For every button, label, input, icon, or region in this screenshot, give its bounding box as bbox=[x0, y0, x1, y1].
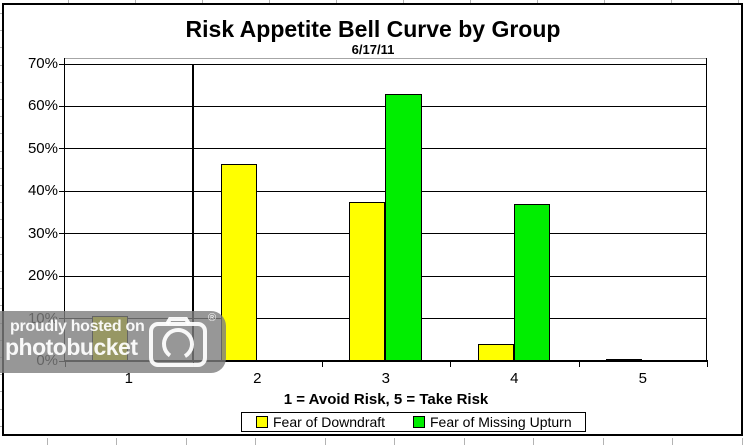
y-axis-tick bbox=[59, 275, 65, 277]
y-axis-label: 40% bbox=[27, 182, 58, 200]
y-axis-label: 60% bbox=[27, 97, 58, 115]
legend-swatch-fear-of-missing-upturn bbox=[413, 416, 425, 428]
sheet-cell-tick bbox=[672, 438, 673, 445]
sheet-cell-tick bbox=[135, 0, 136, 3]
sheet-cell-tick bbox=[0, 202, 2, 204]
y-axis-tick bbox=[59, 105, 65, 107]
x-axis-tick bbox=[707, 361, 708, 367]
gridline bbox=[65, 63, 707, 65]
bar-fear-of-missing-upturn-cat3 bbox=[385, 93, 422, 361]
legend-label-fear-of-missing-upturn: Fear of Missing Upturn bbox=[430, 414, 572, 430]
sheet-cell-tick bbox=[0, 47, 2, 49]
x-category-label: 4 bbox=[510, 370, 519, 387]
watermark-text-line2: photobucket bbox=[5, 334, 138, 360]
x-axis-line bbox=[64, 360, 708, 362]
sheet-cell-tick bbox=[46, 438, 48, 445]
y-axis-line bbox=[64, 58, 65, 361]
sheet-cell-tick bbox=[602, 438, 604, 445]
y-axis-label: 70% bbox=[27, 55, 58, 72]
sheet-cell-tick bbox=[0, 236, 2, 238]
sheet-cell-tick bbox=[336, 0, 337, 3]
sheet-cell-tick bbox=[403, 0, 404, 3]
x-axis-title: 1 = Avoid Risk, 5 = Take Risk bbox=[283, 391, 489, 408]
sheet-cell-tick bbox=[463, 438, 465, 445]
legend-label-fear-of-downdraft: Fear of Downdraft bbox=[273, 414, 386, 430]
sheet-cell-tick bbox=[741, 438, 743, 445]
sheet-cell-tick bbox=[255, 438, 256, 445]
sheet-cell-tick bbox=[185, 438, 187, 445]
sheet-cell-tick bbox=[0, 408, 2, 410]
sheet-cell-tick bbox=[0, 64, 2, 66]
x-category-label: 5 bbox=[638, 370, 647, 387]
sheet-cell-tick bbox=[116, 438, 117, 445]
sheet-cell-tick bbox=[0, 219, 2, 221]
plot-area-right-border bbox=[706, 58, 707, 361]
x-category-label: 3 bbox=[381, 370, 390, 387]
sheet-cell-tick bbox=[0, 116, 2, 118]
sheet-cell-tick bbox=[0, 81, 2, 83]
sheet-cell-tick bbox=[537, 0, 538, 3]
sheet-cell-tick bbox=[0, 185, 2, 186]
sheet-cell-tick bbox=[0, 288, 2, 290]
camera-icon bbox=[149, 317, 207, 367]
plot-area-top-border bbox=[65, 58, 707, 59]
sheet-cell-tick bbox=[68, 0, 69, 3]
sheet-cell-tick bbox=[0, 391, 2, 393]
category-divider-line bbox=[192, 64, 194, 361]
sheet-cell-tick bbox=[738, 0, 739, 3]
sheet-cell-tick bbox=[0, 30, 2, 32]
sheet-cell-tick bbox=[324, 438, 326, 445]
sheet-cell-tick bbox=[0, 167, 2, 169]
sheet-cell-tick bbox=[202, 0, 203, 3]
sheet-cell-tick bbox=[0, 425, 2, 427]
legend-swatch-fear-of-downdraft bbox=[256, 416, 268, 428]
chart-subtitle: 6/17/11 bbox=[351, 42, 395, 57]
y-axis-tick bbox=[59, 63, 65, 65]
x-axis-tick bbox=[578, 361, 580, 367]
sheet-cell-tick bbox=[671, 0, 672, 3]
sheet-cell-tick bbox=[0, 150, 2, 152]
sheet-cell-tick bbox=[470, 0, 471, 3]
sheet-cell-tick bbox=[0, 374, 2, 376]
sheet-cell-tick bbox=[0, 133, 2, 135]
sheet-cell-tick bbox=[533, 438, 534, 445]
y-axis-label: 20% bbox=[27, 267, 58, 285]
watermark-text-line1: proudly hosted on bbox=[10, 318, 145, 335]
x-category-label: 1 bbox=[124, 370, 133, 387]
bar-fear-of-downdraft-cat2 bbox=[220, 163, 257, 361]
photobucket-watermark: proudly hosted on photobucket ® bbox=[0, 311, 226, 373]
x-category-label: 2 bbox=[253, 370, 262, 387]
y-axis-tick bbox=[59, 148, 65, 150]
registered-trademark-icon: ® bbox=[208, 312, 217, 324]
sheet-cell-tick bbox=[0, 13, 2, 14]
sheet-cell-tick bbox=[0, 305, 2, 307]
x-axis-tick bbox=[450, 361, 451, 367]
sheet-cell-tick bbox=[0, 271, 2, 272]
chart-title: Risk Appetite Bell Curve by Group bbox=[185, 16, 561, 42]
bar-fear-of-downdraft-cat3 bbox=[349, 201, 386, 361]
sheet-cell-tick bbox=[394, 438, 395, 445]
legend: Fear of Downdraft Fear of Missing Upturn bbox=[241, 412, 586, 432]
sheet-cell-tick bbox=[0, 99, 2, 100]
y-axis-label: 50% bbox=[27, 139, 58, 157]
y-axis-label: 30% bbox=[27, 224, 58, 242]
sheet-cell-tick bbox=[269, 0, 270, 3]
sheet-cell-tick bbox=[604, 0, 605, 3]
bar-fear-of-downdraft-cat4 bbox=[477, 344, 514, 361]
y-axis-tick bbox=[59, 233, 65, 235]
bar-fear-of-downdraft-cat5 bbox=[606, 358, 643, 361]
bar-fear-of-missing-upturn-cat4 bbox=[513, 204, 551, 361]
y-axis-tick bbox=[59, 190, 65, 192]
sheet-cell-tick bbox=[0, 253, 2, 255]
x-axis-tick bbox=[321, 361, 323, 367]
